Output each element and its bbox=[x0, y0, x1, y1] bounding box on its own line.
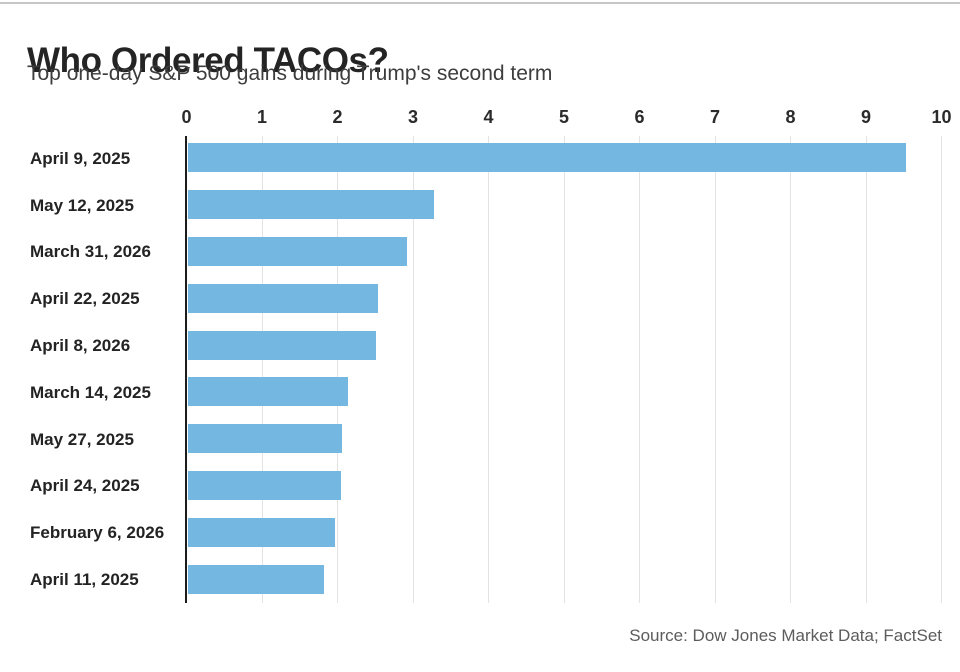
chart-title: Who Ordered TACOs? bbox=[27, 41, 389, 81]
gridline bbox=[337, 136, 338, 603]
gridline bbox=[639, 136, 640, 603]
gridline bbox=[714, 136, 716, 603]
x-tick-label: 0 bbox=[181, 107, 192, 127]
value-bar bbox=[187, 330, 377, 360]
x-tick-label: 7 bbox=[709, 107, 721, 127]
source-attribution: Source: Dow Jones Market Data; FactSet bbox=[629, 626, 942, 645]
gridline bbox=[488, 136, 489, 603]
category-label: March 31, 2026 bbox=[30, 242, 151, 262]
gridline bbox=[563, 136, 565, 603]
value-bar bbox=[187, 236, 408, 266]
category-label: May 27, 2025 bbox=[30, 429, 134, 449]
category-label: May 12, 2025 bbox=[30, 195, 134, 215]
value-bar bbox=[187, 190, 434, 220]
value-bar bbox=[187, 283, 378, 313]
x-tick-label: 4 bbox=[483, 107, 494, 127]
x-tick-label: 1 bbox=[256, 107, 268, 127]
x-tick-label: 2 bbox=[332, 107, 343, 127]
x-tick-label: 6 bbox=[634, 107, 645, 127]
gridline bbox=[865, 136, 867, 603]
x-tick-label: 8 bbox=[785, 107, 796, 127]
x-tick-label: 3 bbox=[407, 107, 419, 127]
category-label: February 6, 2026 bbox=[30, 523, 165, 543]
value-bar bbox=[187, 377, 348, 407]
gridline bbox=[261, 136, 263, 603]
gridline bbox=[941, 136, 942, 603]
y-axis-line bbox=[185, 136, 187, 603]
value-bar bbox=[187, 424, 343, 454]
value-bar bbox=[187, 517, 336, 547]
x-tick-label: 9 bbox=[860, 107, 872, 127]
x-tick-label: 10 bbox=[931, 107, 952, 127]
gridline bbox=[790, 136, 791, 603]
category-label: April 11, 2025 bbox=[30, 570, 139, 589]
category-label: April 9, 2025 bbox=[30, 148, 131, 168]
gridline bbox=[412, 136, 414, 603]
category-label: April 24, 2025 bbox=[30, 476, 140, 496]
category-label: April 22, 2025 bbox=[30, 289, 140, 309]
value-bar bbox=[187, 470, 341, 500]
value-bar bbox=[187, 564, 325, 594]
category-label: March 14, 2025 bbox=[30, 382, 151, 402]
value-bar bbox=[187, 143, 907, 173]
x-tick-label: 5 bbox=[558, 107, 570, 127]
chart-subtitle: Top one-day S&P 500 gains during Trump's… bbox=[27, 62, 553, 85]
top-divider bbox=[0, 2, 960, 4]
category-label: April 8, 2026 bbox=[30, 336, 131, 355]
